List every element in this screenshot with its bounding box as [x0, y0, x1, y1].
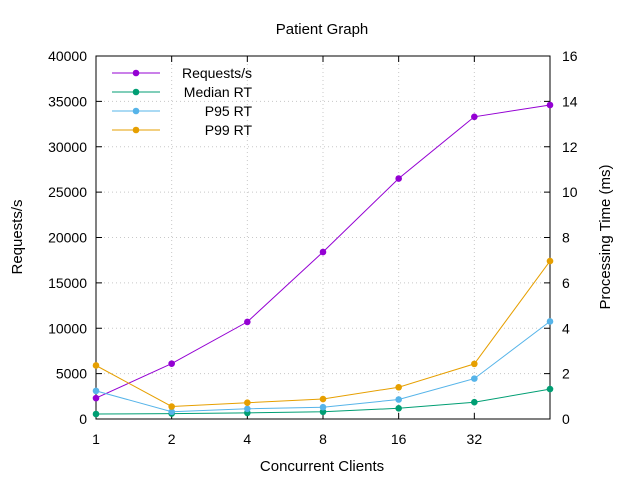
y-tick-label: 20000: [48, 230, 87, 246]
legend-label: P99 RT: [205, 122, 253, 138]
data-point: [244, 405, 251, 413]
data-point: [395, 383, 402, 391]
data-point: [168, 408, 175, 416]
data-point: [546, 318, 554, 325]
y-tick-label: 5000: [56, 366, 87, 382]
data-point: [546, 101, 554, 109]
data-point: [168, 403, 175, 410]
y2-tick-label: 4: [562, 320, 570, 336]
chart-title: Patient Graph: [276, 21, 369, 38]
legend-label: Median RT: [184, 84, 253, 100]
x-tick-label: 32: [467, 431, 483, 447]
data-point: [546, 257, 554, 265]
legend: Requests/s Median RT P95 RT P99 RT: [112, 65, 252, 138]
x-tick-label: 8: [319, 431, 327, 447]
y-tick-label: 30000: [48, 139, 87, 155]
y-tick-label: 15000: [48, 275, 87, 291]
data-point: [319, 248, 327, 256]
x-tick-label: 16: [391, 431, 407, 447]
y2-tick-label: 14: [562, 93, 578, 109]
x-tick-label: 1: [92, 431, 100, 447]
x-axis-title: Concurrent Clients: [260, 458, 384, 475]
y-tick-label: 35000: [48, 93, 87, 109]
y2-axis-title: Processing Time (ms): [597, 164, 614, 309]
y-tick-label: 40000: [48, 48, 87, 64]
y2-tick-label: 6: [562, 275, 570, 291]
grid: [96, 56, 550, 419]
legend-swatch-marker: [132, 88, 140, 96]
legend-label: Requests/s: [182, 65, 252, 81]
series-lines: [92, 101, 554, 418]
series-p99-rt: [92, 257, 554, 410]
data-point: [92, 387, 100, 395]
legend-swatch-marker: [132, 69, 140, 77]
y-tick-label: 0: [79, 411, 87, 427]
legend-item: P99 RT: [112, 122, 252, 138]
series-p95-rt: [92, 318, 554, 416]
data-point: [395, 396, 402, 403]
data-point: [471, 360, 478, 368]
y-tick-label: 25000: [48, 184, 87, 200]
y-tick-label: 10000: [48, 320, 87, 336]
y-axis-title: Requests/s: [9, 199, 26, 274]
y2-tick-label: 8: [562, 230, 570, 246]
data-point: [471, 375, 478, 382]
data-point: [319, 408, 327, 416]
data-point: [319, 403, 327, 411]
legend-swatch-marker: [132, 107, 140, 115]
data-point: [168, 360, 175, 367]
x-tick-label: 2: [168, 431, 176, 447]
data-point: [92, 362, 100, 369]
x-tick-label: 4: [243, 431, 251, 447]
y2-tick-label: 0: [562, 411, 570, 427]
legend-swatch-marker: [132, 126, 140, 134]
series-requests-s: [92, 101, 554, 402]
data-point: [244, 399, 251, 406]
data-point: [471, 113, 478, 121]
data-point: [471, 398, 478, 406]
data-point: [395, 405, 402, 412]
y2-tick-label: 16: [562, 48, 578, 64]
data-point: [92, 410, 100, 418]
data-point: [319, 395, 327, 403]
data-point: [244, 318, 251, 326]
legend-item: P95 RT: [112, 103, 252, 119]
y2-tick-label: 2: [562, 366, 570, 382]
axis-ticks: 1 2 4 8 16 3205000100001500020000250003000035…: [48, 48, 578, 447]
legend-item: Median RT: [112, 84, 252, 100]
legend-item: Requests/s: [112, 65, 252, 81]
y2-tick-label: 12: [562, 139, 578, 155]
data-point: [92, 394, 100, 402]
legend-label: P95 RT: [205, 103, 253, 119]
data-point: [395, 175, 402, 182]
y2-tick-label: 10: [562, 184, 578, 200]
data-point: [546, 385, 554, 393]
